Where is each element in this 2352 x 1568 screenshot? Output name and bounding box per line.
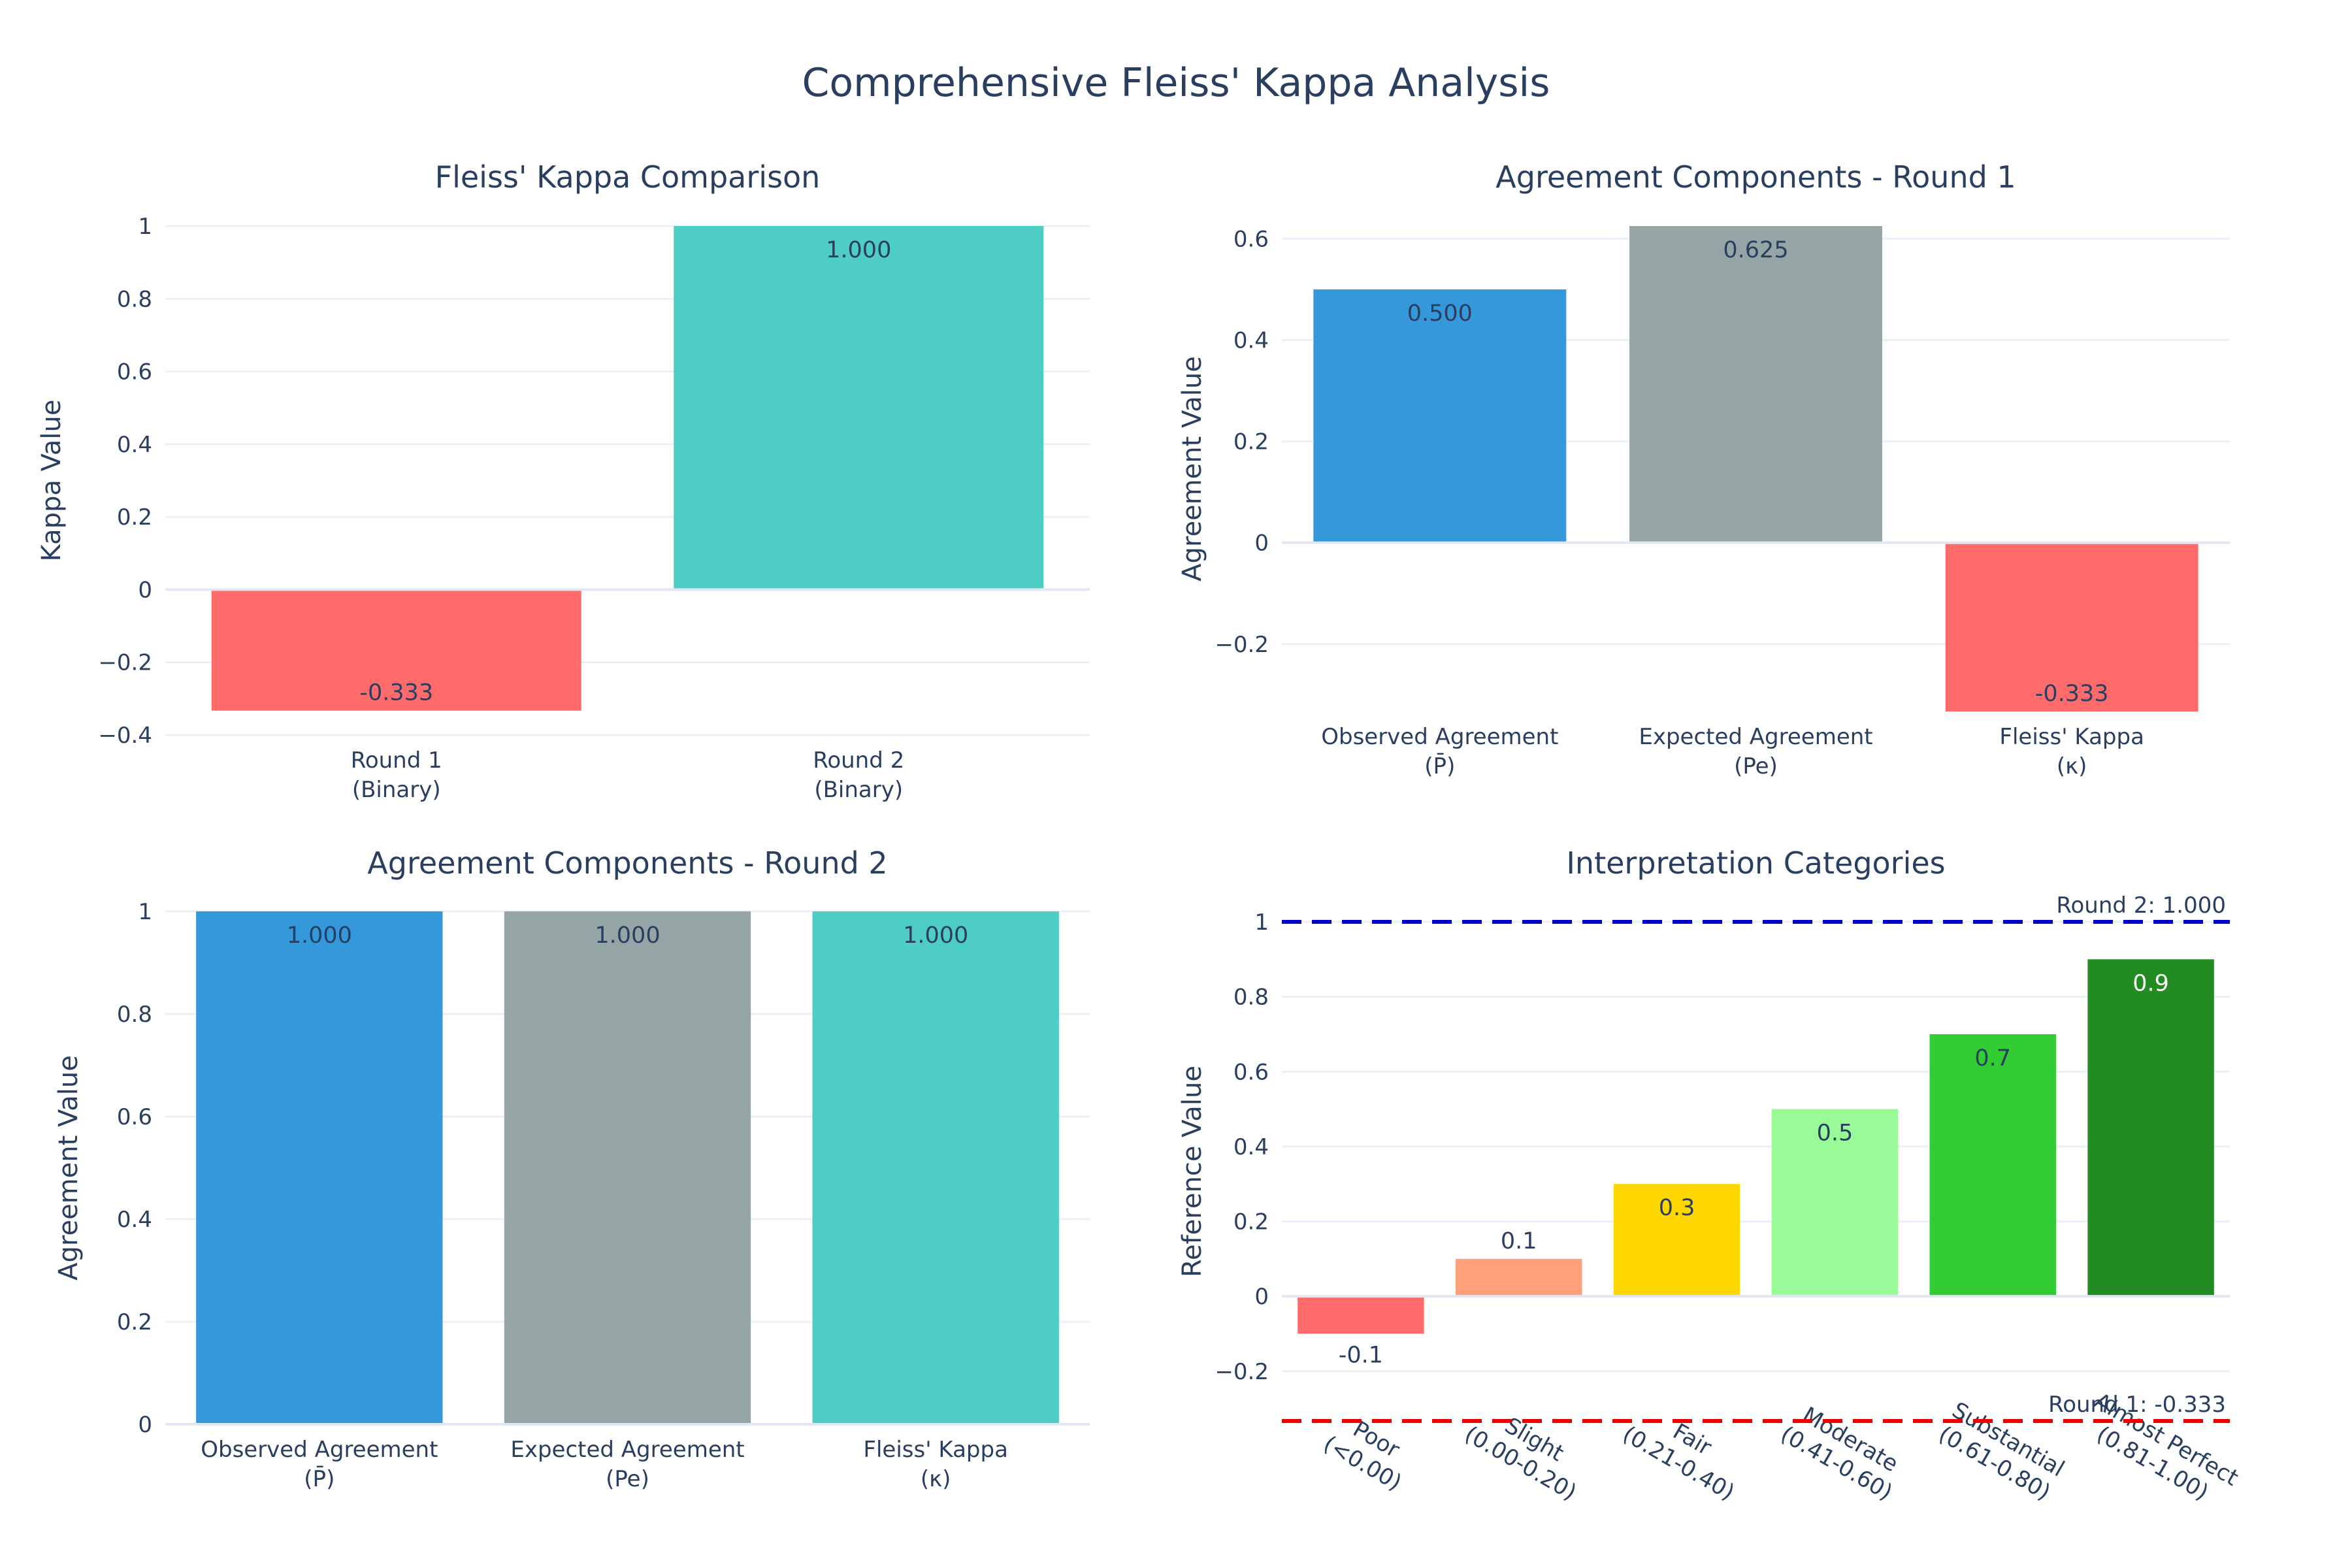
bar	[1629, 226, 1882, 543]
bar	[1298, 1296, 1424, 1334]
chart-panels: Fleiss' Kappa Comparison Kappa Value −0.4 −…	[37, 159, 2243, 1506]
x-tick-label: (Binary)	[814, 777, 903, 803]
x-tick-label: (Pe)	[1734, 753, 1778, 779]
data-label: -0.333	[359, 680, 433, 706]
y-tick-label: 0.2	[1233, 1209, 1269, 1235]
data-label: 0.7	[1974, 1045, 2011, 1071]
subplot-title: Agreement Components - Round 1	[1495, 159, 2016, 195]
reference-line-label: Round 1: -0.333	[2048, 1392, 2226, 1418]
x-tick-label: (κ)	[2057, 753, 2087, 779]
bar	[1771, 1109, 1899, 1297]
bar	[812, 911, 1059, 1424]
bar	[211, 589, 581, 711]
y-tick-label: 0	[138, 1412, 152, 1438]
bar	[1929, 1034, 2056, 1297]
x-tick-label: Round 1	[351, 747, 442, 774]
y-tick-label: −0.2	[98, 650, 152, 676]
x-tick-label: Expected Agreement	[510, 1437, 744, 1463]
reference-line-label: Round 2: 1.000	[2056, 892, 2226, 919]
kappa-comparison-panel: Fleiss' Kappa Comparison Kappa Value −0.4 −…	[37, 159, 1090, 803]
y-tick-label: 0	[1254, 1284, 1269, 1310]
bar	[2087, 959, 2214, 1297]
components-round-2-panel: Agreement Components - Round 2 Agreement …	[54, 845, 1090, 1492]
y-tick-label: 1	[1254, 909, 1269, 936]
y-tick-label: 0.2	[1233, 429, 1269, 455]
bar	[1313, 289, 1567, 543]
x-tick-label: Round 2	[813, 747, 904, 774]
subplot-title: Interpretation Categories	[1566, 845, 1945, 881]
bar	[1945, 542, 2198, 711]
y-tick-label: 0.6	[1233, 226, 1269, 252]
y-tick-label: 0.4	[1233, 1134, 1269, 1160]
y-tick-label: −0.2	[1215, 1359, 1269, 1385]
subplot-title: Agreement Components - Round 2	[367, 845, 887, 881]
y-tick-label: 0.6	[117, 1104, 152, 1130]
data-label: -0.1	[1339, 1342, 1383, 1368]
x-tick-label: (Pe)	[606, 1466, 649, 1492]
y-tick-label: 0.6	[117, 359, 152, 385]
data-label: 1.000	[903, 923, 968, 949]
data-label: 0.625	[1723, 237, 1788, 263]
y-tick-label: −0.2	[1215, 632, 1269, 658]
x-tick-label: (Binary)	[352, 777, 441, 803]
bar	[1456, 1258, 1582, 1297]
x-tick-label: Fleiss' Kappa	[1999, 724, 2144, 750]
data-label: 0.9	[2132, 970, 2169, 996]
subplot-title: Fleiss' Kappa Comparison	[435, 159, 821, 195]
x-tick-label: Observed Agreement	[201, 1437, 438, 1463]
figure-title: Comprehensive Fleiss' Kappa Analysis	[802, 60, 1550, 106]
y-tick-label: 0.2	[117, 1309, 152, 1335]
x-tick-label: (P̄)	[304, 1465, 335, 1492]
y-tick-label: 0.6	[1233, 1059, 1269, 1085]
bar	[504, 911, 751, 1424]
y-axis-title: Agreement Value	[54, 1055, 84, 1281]
y-axis-title: Agreement Value	[1177, 356, 1207, 581]
y-tick-label: 0.8	[117, 286, 152, 312]
components-round-1-panel: Agreement Components - Round 1 Agreement …	[1177, 159, 2230, 779]
y-axis-title: Reference Value	[1177, 1066, 1207, 1277]
y-tick-label: 1	[138, 899, 152, 925]
data-label: 0.3	[1659, 1195, 1695, 1221]
data-label: 1.000	[826, 237, 891, 263]
y-tick-label: 0.4	[117, 1207, 152, 1233]
x-tick-label: Expected Agreement	[1639, 724, 1872, 750]
data-label: 0.1	[1501, 1228, 1537, 1254]
y-tick-label: 0.2	[117, 504, 152, 531]
data-label: 0.5	[1817, 1120, 1854, 1147]
y-tick-label: 0.4	[117, 432, 152, 458]
data-label: -0.333	[2035, 681, 2109, 707]
bar	[674, 226, 1044, 590]
x-tick-label: (κ)	[921, 1466, 951, 1492]
x-tick-label: (P̄)	[1424, 753, 1455, 779]
y-tick-label: 0.8	[1233, 985, 1269, 1011]
y-tick-label: 0	[1254, 531, 1269, 557]
data-label: 0.500	[1407, 301, 1473, 327]
y-tick-label: 1	[138, 214, 152, 240]
bar	[1613, 1184, 1740, 1297]
y-tick-label: −0.4	[98, 723, 152, 749]
y-tick-label: 0	[138, 577, 152, 603]
x-tick-label: Fleiss' Kappa	[863, 1437, 1007, 1463]
x-tick-label: Observed Agreement	[1321, 724, 1558, 750]
y-tick-label: 0.4	[1233, 328, 1269, 354]
y-axis-title: Kappa Value	[37, 400, 67, 562]
y-tick-label: 0.8	[117, 1002, 152, 1028]
data-label: 1.000	[287, 923, 352, 949]
bar	[196, 911, 443, 1424]
data-label: 1.000	[595, 923, 660, 949]
